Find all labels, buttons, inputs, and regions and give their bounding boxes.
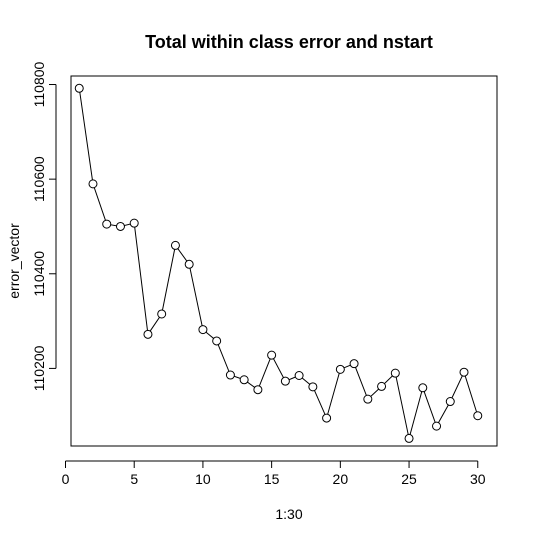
data-point bbox=[322, 413, 332, 423]
data-point bbox=[74, 83, 84, 93]
series-line bbox=[78, 88, 479, 439]
x-tick-label: 5 bbox=[130, 471, 138, 487]
chart-title: Total within class error and nstart bbox=[145, 32, 433, 52]
data-point bbox=[459, 367, 469, 377]
data-point bbox=[143, 329, 153, 339]
data-point bbox=[363, 394, 373, 404]
data-point bbox=[349, 359, 359, 369]
data-point bbox=[280, 376, 290, 386]
data-point bbox=[212, 336, 222, 346]
y-tick-label: 110800 bbox=[31, 61, 47, 107]
x-axis: 0 5 10 15 20 25 30 bbox=[62, 460, 486, 487]
data-point bbox=[129, 218, 139, 228]
data-point bbox=[253, 385, 263, 395]
data-point bbox=[198, 325, 208, 335]
x-tick-label: 10 bbox=[195, 471, 211, 487]
data-points bbox=[74, 83, 483, 443]
y-tick-label: 110400 bbox=[31, 251, 47, 297]
x-tick-label: 15 bbox=[264, 471, 280, 487]
y-tick-label: 110600 bbox=[31, 156, 47, 202]
data-point bbox=[445, 397, 455, 407]
x-tick-label: 0 bbox=[62, 471, 70, 487]
data-point bbox=[418, 383, 428, 393]
x-axis-label: 1:30 bbox=[275, 506, 302, 522]
data-point bbox=[115, 221, 125, 231]
data-point bbox=[184, 259, 194, 269]
y-axis: 110200 110400 110600 110800 bbox=[31, 61, 57, 391]
data-point bbox=[170, 240, 180, 250]
data-point bbox=[432, 421, 442, 431]
data-point bbox=[308, 382, 318, 392]
data-point bbox=[404, 433, 414, 443]
data-point bbox=[88, 179, 98, 189]
data-point bbox=[239, 375, 249, 385]
x-tick-label: 20 bbox=[333, 471, 349, 487]
data-point bbox=[473, 411, 483, 421]
x-tick-label: 30 bbox=[470, 471, 486, 487]
data-point bbox=[294, 371, 304, 381]
y-axis-label: error_vector bbox=[6, 223, 22, 299]
plot-frame bbox=[70, 75, 498, 447]
x-tick-label: 25 bbox=[401, 471, 417, 487]
data-point bbox=[157, 309, 167, 319]
data-point bbox=[225, 370, 235, 380]
data-point bbox=[390, 368, 400, 378]
data-point bbox=[267, 350, 277, 360]
data-point bbox=[335, 364, 345, 374]
data-point bbox=[377, 381, 387, 391]
data-point bbox=[102, 219, 112, 229]
y-tick-label: 110200 bbox=[31, 345, 47, 391]
